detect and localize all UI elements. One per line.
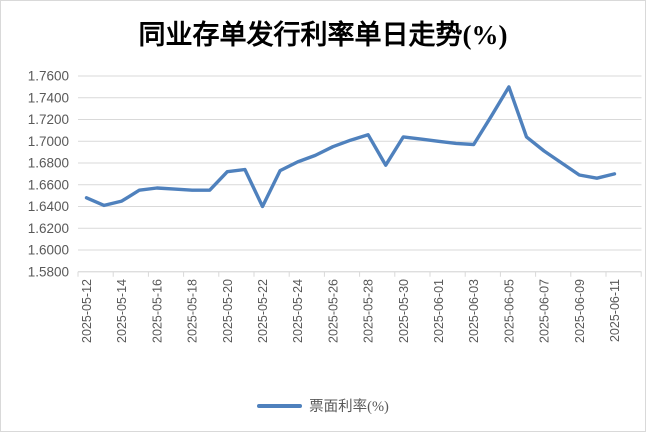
x-axis-tick-label: 2025-05-14 [115, 279, 129, 343]
y-axis-tick-label: 1.6600 [28, 177, 69, 192]
x-axis-tick-label: 2025-05-30 [397, 279, 411, 343]
y-axis-tick-label: 1.6200 [28, 221, 69, 236]
y-axis-tick-label: 1.7600 [28, 69, 69, 84]
x-axis-tick-label: 2025-06-05 [502, 279, 516, 343]
y-axis-tick-label: 1.6800 [28, 156, 69, 171]
y-axis-tick-label: 1.7400 [28, 90, 69, 105]
x-axis-tick-label: 2025-05-12 [80, 279, 94, 343]
legend-line-swatch [257, 403, 303, 408]
x-axis-tick-label: 2025-06-01 [432, 279, 446, 343]
y-axis-tick-label: 1.5800 [28, 264, 69, 279]
y-axis-tick-label: 1.6000 [28, 243, 69, 258]
x-axis-tick-label: 2025-06-11 [608, 279, 622, 342]
x-axis-tick-label: 2025-06-09 [573, 279, 587, 343]
legend: 票面利率(%) [1, 395, 645, 416]
series-line [84, 85, 617, 209]
x-axis-tick-label: 2025-05-28 [362, 279, 376, 343]
legend-series-label: 票面利率(%) [309, 399, 389, 415]
x-axis-tick-label: 2025-05-22 [256, 279, 270, 343]
x-axis-tick-label: 2025-05-16 [150, 279, 164, 343]
x-axis-tick-label: 2025-05-26 [326, 279, 340, 343]
x-axis-tick-label: 2025-06-03 [467, 279, 481, 343]
chart-title: 同业存单发行利率单日走势(%) [138, 20, 508, 50]
x-axis-tick-label: 2025-05-24 [291, 279, 305, 343]
x-axis-tick-label: 2025-05-18 [186, 279, 200, 343]
y-axis-tick-label: 1.6400 [28, 199, 69, 214]
y-axis-tick-label: 1.7000 [28, 134, 69, 149]
x-axis-tick-label: 2025-05-20 [221, 279, 235, 343]
x-axis-tick-label: 2025-06-07 [538, 279, 552, 343]
y-axis-tick-label: 1.7200 [28, 112, 69, 127]
